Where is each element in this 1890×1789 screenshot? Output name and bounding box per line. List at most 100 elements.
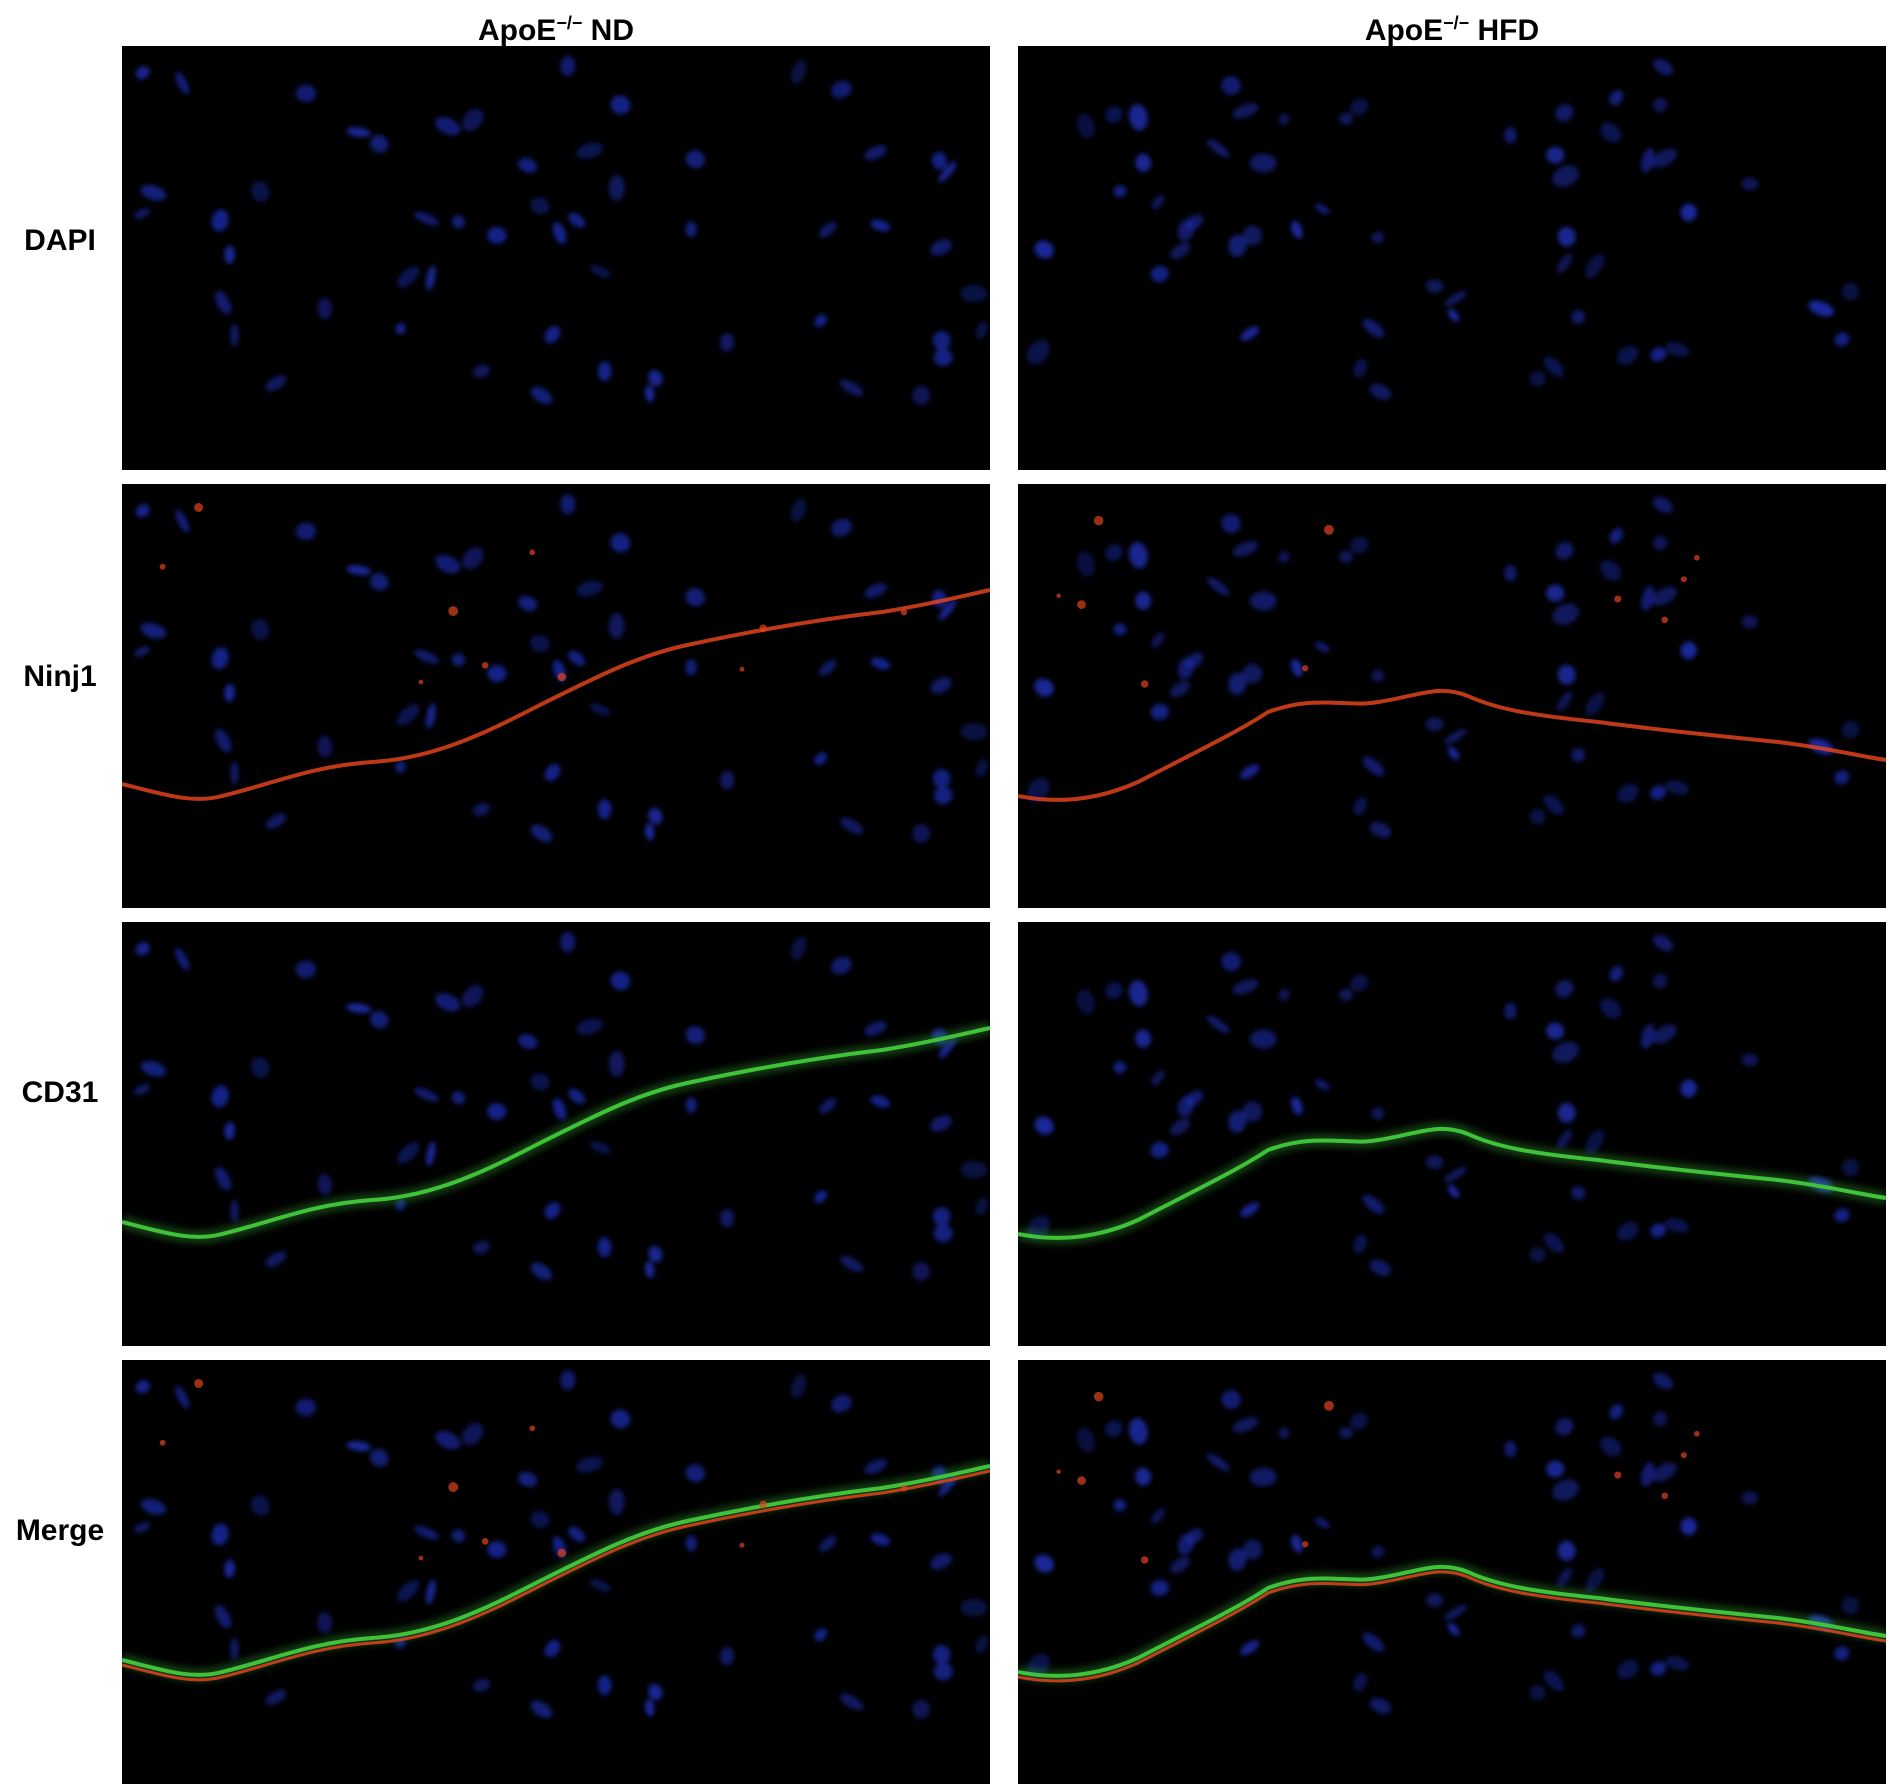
micrograph-dapi-hfd (1018, 46, 1886, 470)
nucleus (1232, 103, 1259, 119)
nucleus (1504, 565, 1517, 582)
cd31-signal (1018, 1126, 1886, 1240)
nucleus (175, 947, 190, 971)
nucleus (568, 1526, 586, 1542)
nuclei-layer (1026, 934, 1860, 1276)
nucleus (224, 245, 235, 264)
nucleus (1652, 1411, 1668, 1427)
nucleus (1650, 1223, 1667, 1238)
nucleus (1177, 657, 1194, 680)
nucleus (1034, 1116, 1054, 1135)
nucleus (317, 297, 333, 320)
nucleus (608, 1051, 625, 1077)
nucleus (1113, 623, 1127, 636)
nucleus (790, 60, 807, 84)
nucleus (1841, 1158, 1860, 1177)
nucleus (1228, 672, 1247, 695)
nucleus (831, 80, 852, 99)
nucleus (397, 1580, 420, 1602)
nucleus (597, 799, 612, 820)
nucleus (1350, 1412, 1369, 1430)
nucleus (1557, 226, 1576, 247)
nucleus (831, 956, 852, 975)
nucleus (1546, 146, 1565, 164)
nucleus (1105, 106, 1123, 123)
nucleus (1369, 1697, 1392, 1714)
nucleus (912, 385, 931, 405)
nucleus (370, 572, 389, 591)
nucleus (1425, 1593, 1444, 1608)
nucleus (938, 599, 957, 621)
row-label-dapi: DAPI (24, 224, 96, 257)
nucleus (1242, 1539, 1263, 1560)
ninj1-speck (481, 1538, 489, 1545)
nucleus (175, 1385, 190, 1409)
nucleus (1444, 290, 1467, 307)
nucleus (1555, 104, 1574, 122)
nucleus (685, 150, 705, 169)
nucleus (685, 588, 705, 607)
nucleus (1680, 1517, 1697, 1536)
nucleus (864, 583, 887, 599)
nucleus (1447, 1184, 1460, 1198)
nucleus (214, 1166, 232, 1191)
ninj1-speck (759, 624, 768, 633)
nucleus (1151, 1508, 1165, 1524)
ninj1-speck (1302, 1541, 1309, 1548)
nucleus (1546, 584, 1565, 602)
nucleus (1278, 989, 1290, 1001)
nucleus (1641, 148, 1655, 173)
nucleus (1076, 989, 1095, 1015)
ninj1-signal (122, 588, 990, 801)
nucleus (544, 1202, 561, 1220)
nucleus (1556, 691, 1573, 712)
nuclei-layer (1026, 1372, 1860, 1714)
nucleus (831, 518, 852, 537)
nucleus (211, 209, 229, 232)
nucleus (790, 498, 807, 522)
nucleus (397, 1142, 420, 1164)
ninj1-speck (448, 606, 459, 616)
nucleus (134, 208, 150, 219)
nucleus (1113, 1499, 1127, 1512)
nucleus (487, 226, 507, 244)
nucleus (451, 215, 466, 229)
nucleus (1665, 1656, 1690, 1671)
nucleus (1353, 1234, 1368, 1254)
nucleus (295, 960, 317, 979)
nucleus (790, 1374, 807, 1398)
nucleus (648, 807, 663, 825)
nucleus (1652, 97, 1668, 113)
nucleus (1369, 383, 1392, 400)
nucleus (1680, 203, 1697, 222)
micrograph-ninj1-hfd (1018, 484, 1886, 908)
ninj1-speck (759, 1500, 768, 1509)
nucleus (265, 1251, 287, 1268)
nucleus (1617, 345, 1639, 365)
nucleus (295, 1398, 317, 1417)
nuclei-layer (134, 494, 989, 843)
nucleus (870, 1095, 891, 1108)
nucleus (1425, 1155, 1444, 1170)
column-title-nd: ApoE−/− ND (477, 13, 635, 47)
nucleus (1609, 966, 1623, 982)
nucleus (1339, 550, 1353, 563)
nucleus (1228, 234, 1247, 257)
nucleus (451, 1529, 466, 1543)
ninj1-speck (1693, 1430, 1700, 1437)
nucleus (265, 375, 287, 392)
ninj1-speck (1093, 1391, 1104, 1402)
nucleus (1076, 1427, 1095, 1453)
nucleus (435, 1431, 461, 1450)
nucleus (1652, 58, 1674, 76)
nucleus (1206, 577, 1230, 596)
nucleus (1278, 1427, 1290, 1439)
nucleus (1552, 1041, 1580, 1063)
nucleus (960, 1598, 988, 1617)
nucleus (211, 1523, 229, 1546)
nuclei-layer (1026, 496, 1860, 838)
nucleus (265, 813, 287, 830)
nucleus (1105, 1420, 1123, 1437)
nucleus (1232, 1417, 1259, 1433)
nucleus (346, 1441, 371, 1452)
